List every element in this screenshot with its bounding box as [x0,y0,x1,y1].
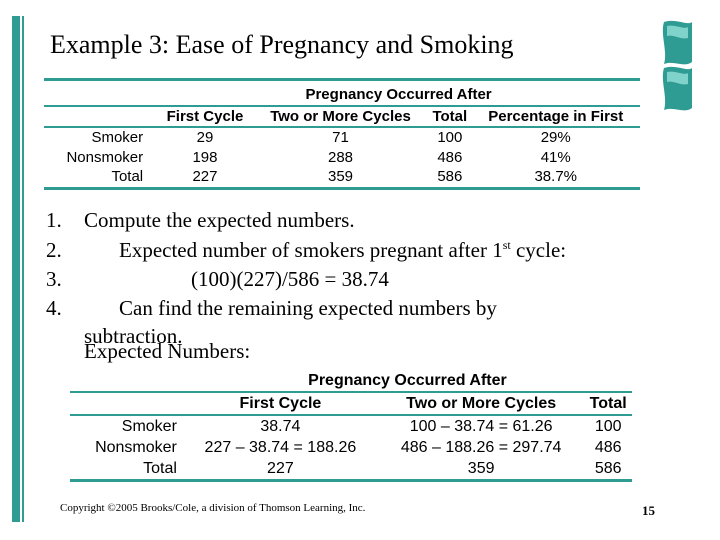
list-item: 1. Compute the expected numbers. [46,208,355,233]
list-number: 3. [46,267,62,291]
left-accent-bar [12,16,20,522]
column-header: Percentage in First [471,105,640,128]
decorative-ribbon-icon [662,20,692,111]
column-header: First Cycle [157,105,253,128]
table-cell: 41% [540,148,571,166]
table-cell: 586 [428,167,472,190]
column-header: Total [428,105,472,128]
table-group-header: Pregnancy Occurred After [182,370,632,393]
table-cell: 227 [157,167,253,190]
table-row: Nonsmoker 227 – 38.74 = 188.26 486 – 188… [70,437,632,458]
row-label: Nonsmoker [66,148,144,166]
table-row: Total 227 359 586 38.7% [44,167,640,190]
table-cell: 586 [584,458,632,482]
column-header: Total [584,392,632,416]
table-cell: 359 [377,458,585,482]
table-group-header: Pregnancy Occurred After [157,85,640,107]
list-text: (100)(227)/586 = 38.74 [191,267,389,291]
table-cell: 38.74 [260,418,301,435]
title-underline [44,78,640,81]
table-row: Smoker 38.74 100 – 38.74 = 61.26 100 [70,415,632,437]
table-cell: 486 [437,148,463,166]
row-label: Smoker [91,129,144,146]
row-label: Smoker [121,418,177,435]
copyright-notice: Copyright ©2005 Brooks/Cole, a division … [60,502,366,514]
list-text: Can find the remaining expected numbers … [119,296,497,320]
table-row: Nonsmoker 198 288 486 41% [44,148,640,168]
table-cell: 71 [332,129,349,146]
slide-title: Example 3: Ease of Pregnancy and Smoking [50,30,514,59]
table-cell: 29 [196,129,214,146]
column-header: Two or More Cycles [377,392,585,416]
table-cell: 100 [437,129,463,146]
row-label: Total [44,167,158,190]
table-cell: 100 [594,418,622,435]
list-text: Compute the expected numbers. [84,208,355,232]
row-label: Nonsmoker [95,439,177,456]
table-cell: 100 – 38.74 = 61.26 [409,418,553,435]
table-cell: 288 [327,148,354,166]
table-cell: 29% [540,129,571,146]
table-row: Smoker 29 71 100 29% [44,127,640,148]
table-row: Total 227 359 586 [70,458,632,482]
table-cell: 38.7% [471,167,640,190]
observed-counts-table: Pregnancy Occurred After First Cycle Two… [44,85,640,190]
list-number: 2. [46,238,62,262]
list-item: 4. Can find the remaining expected numbe… [46,296,497,321]
list-number: 1. [46,208,62,232]
column-header: First Cycle [182,392,378,416]
table-cell: 198 [192,148,218,166]
list-item: 2. Expected number of smokers pregnant a… [46,238,566,263]
table-group-header-row: Pregnancy Occurred After [70,370,632,393]
page-number: 15 [642,503,655,518]
list-number: 4. [46,296,62,320]
table-group-header-row: Pregnancy Occurred After [44,85,640,107]
column-header: Two or More Cycles [252,105,429,128]
left-accent-line [22,16,24,522]
table-cell: 227 [182,458,378,482]
table-column-header-row: First Cycle Two or More Cycles Total [70,392,632,416]
table-cell: 359 [252,167,429,190]
table-cell: 486 [594,439,622,456]
list-item: 3. (100)(227)/586 = 38.74 [46,267,389,292]
expected-numbers-heading: Expected Numbers: [84,339,251,363]
list-continuation: subtraction. [84,324,183,348]
table-cell: 227 – 38.74 = 188.26 [204,439,357,456]
row-label: Total [70,458,183,482]
list-text: Expected number of smokers pregnant afte… [119,238,567,262]
expected-counts-table: Pregnancy Occurred After First Cycle Two… [70,370,632,482]
table-cell: 486 – 188.26 = 297.74 [400,439,562,456]
table-column-header-row: First Cycle Two or More Cycles Total Per… [44,105,640,128]
